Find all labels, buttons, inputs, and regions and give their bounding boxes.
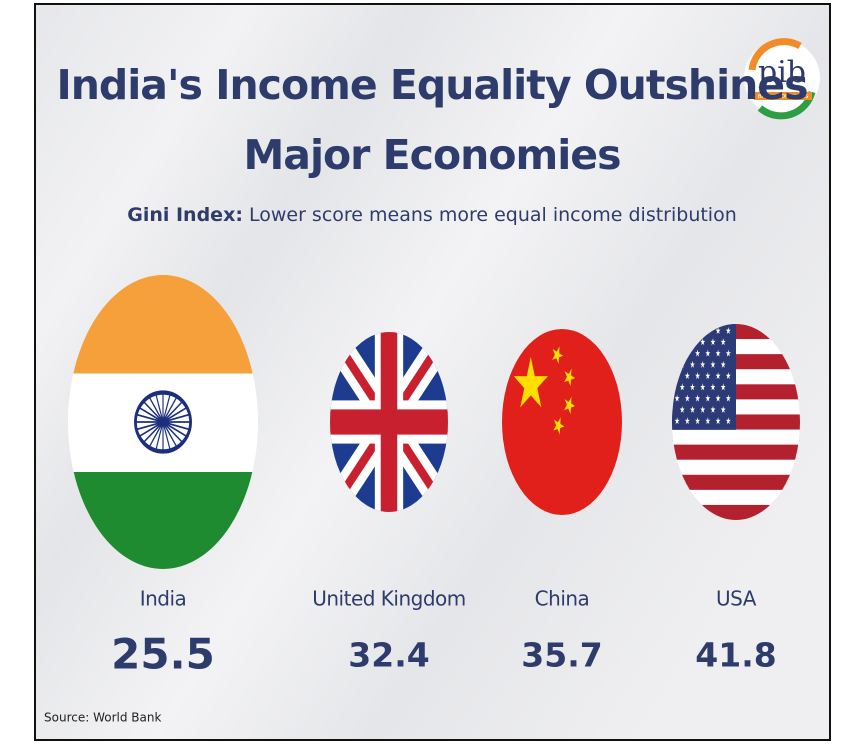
star <box>715 394 721 402</box>
chakra <box>134 390 192 454</box>
spoke <box>137 421 164 431</box>
star <box>684 372 690 380</box>
source: Source: World Bank <box>44 711 161 725</box>
star <box>695 394 701 402</box>
star <box>679 383 685 391</box>
spoke <box>162 394 171 423</box>
star <box>695 372 701 380</box>
spoke <box>162 397 177 423</box>
subtitle-text: Lower score means more equal income dist… <box>249 204 737 226</box>
star <box>513 356 548 408</box>
star <box>674 394 680 402</box>
star <box>720 383 726 391</box>
spoke <box>162 421 187 437</box>
spoke <box>139 421 164 437</box>
country-name: India <box>140 587 187 611</box>
star <box>725 349 731 357</box>
spoke <box>143 401 164 423</box>
stripe <box>672 459 800 476</box>
star <box>720 405 726 413</box>
star <box>720 338 726 346</box>
star <box>725 326 731 335</box>
stripe <box>672 474 800 491</box>
star <box>710 338 716 346</box>
gini-value: 32.4 <box>348 636 429 675</box>
star <box>700 405 706 413</box>
star <box>564 368 576 387</box>
gini-value: 35.7 <box>521 636 602 675</box>
star <box>710 360 716 368</box>
spoke <box>162 421 171 450</box>
star <box>710 405 716 413</box>
star <box>690 360 695 368</box>
cross <box>380 332 398 512</box>
star <box>700 360 706 368</box>
stripe <box>672 489 800 506</box>
country-name: USA <box>716 587 757 611</box>
flag <box>67 275 258 569</box>
title-line: Major Economies <box>243 131 620 179</box>
spoke <box>162 421 177 447</box>
spoke <box>162 413 189 423</box>
spoke <box>162 421 183 443</box>
star <box>715 326 721 335</box>
stripe <box>672 444 800 461</box>
star <box>690 383 695 391</box>
star <box>705 372 711 380</box>
star <box>700 338 706 346</box>
logo-subtext: BACKGROUNDERS <box>758 94 809 100</box>
spoke <box>162 401 183 423</box>
flag <box>329 331 449 513</box>
spoke <box>137 413 164 423</box>
star <box>715 417 721 425</box>
country-name: United Kingdom <box>312 587 466 611</box>
gini-value: 41.8 <box>695 636 776 675</box>
star <box>725 394 731 402</box>
star <box>695 349 701 357</box>
flag <box>672 324 800 521</box>
star <box>715 349 721 357</box>
star <box>553 417 565 435</box>
star <box>684 417 690 425</box>
star <box>684 394 690 402</box>
star <box>710 383 716 391</box>
star <box>700 383 706 391</box>
spoke <box>155 421 164 450</box>
star <box>705 349 711 357</box>
subtitle: Gini Index: Lower score means more equal… <box>127 204 737 226</box>
star <box>705 417 711 425</box>
star <box>690 405 695 413</box>
star <box>720 360 726 368</box>
subtitle-label: Gini Index: <box>127 204 243 226</box>
star <box>674 417 680 425</box>
stripe <box>672 429 800 446</box>
star <box>695 417 701 425</box>
star <box>564 396 576 415</box>
star <box>725 372 731 380</box>
flag <box>502 329 622 515</box>
country-name: China <box>535 587 590 611</box>
logo: pib BACKGROUNDERS <box>744 38 820 120</box>
title-line: India's Income Equality Outshines <box>56 61 807 109</box>
gini-value: 25.5 <box>111 630 215 679</box>
spoke <box>155 394 164 423</box>
spoke <box>162 421 189 431</box>
spoke <box>149 397 164 423</box>
spoke <box>162 407 187 423</box>
field <box>502 329 622 515</box>
star <box>725 417 731 425</box>
spoke <box>143 421 164 443</box>
logo-text: pib <box>758 55 806 90</box>
star <box>715 372 721 380</box>
star <box>679 405 685 413</box>
star <box>552 346 564 365</box>
spoke <box>149 421 164 447</box>
star <box>705 394 711 402</box>
spoke <box>139 407 164 423</box>
